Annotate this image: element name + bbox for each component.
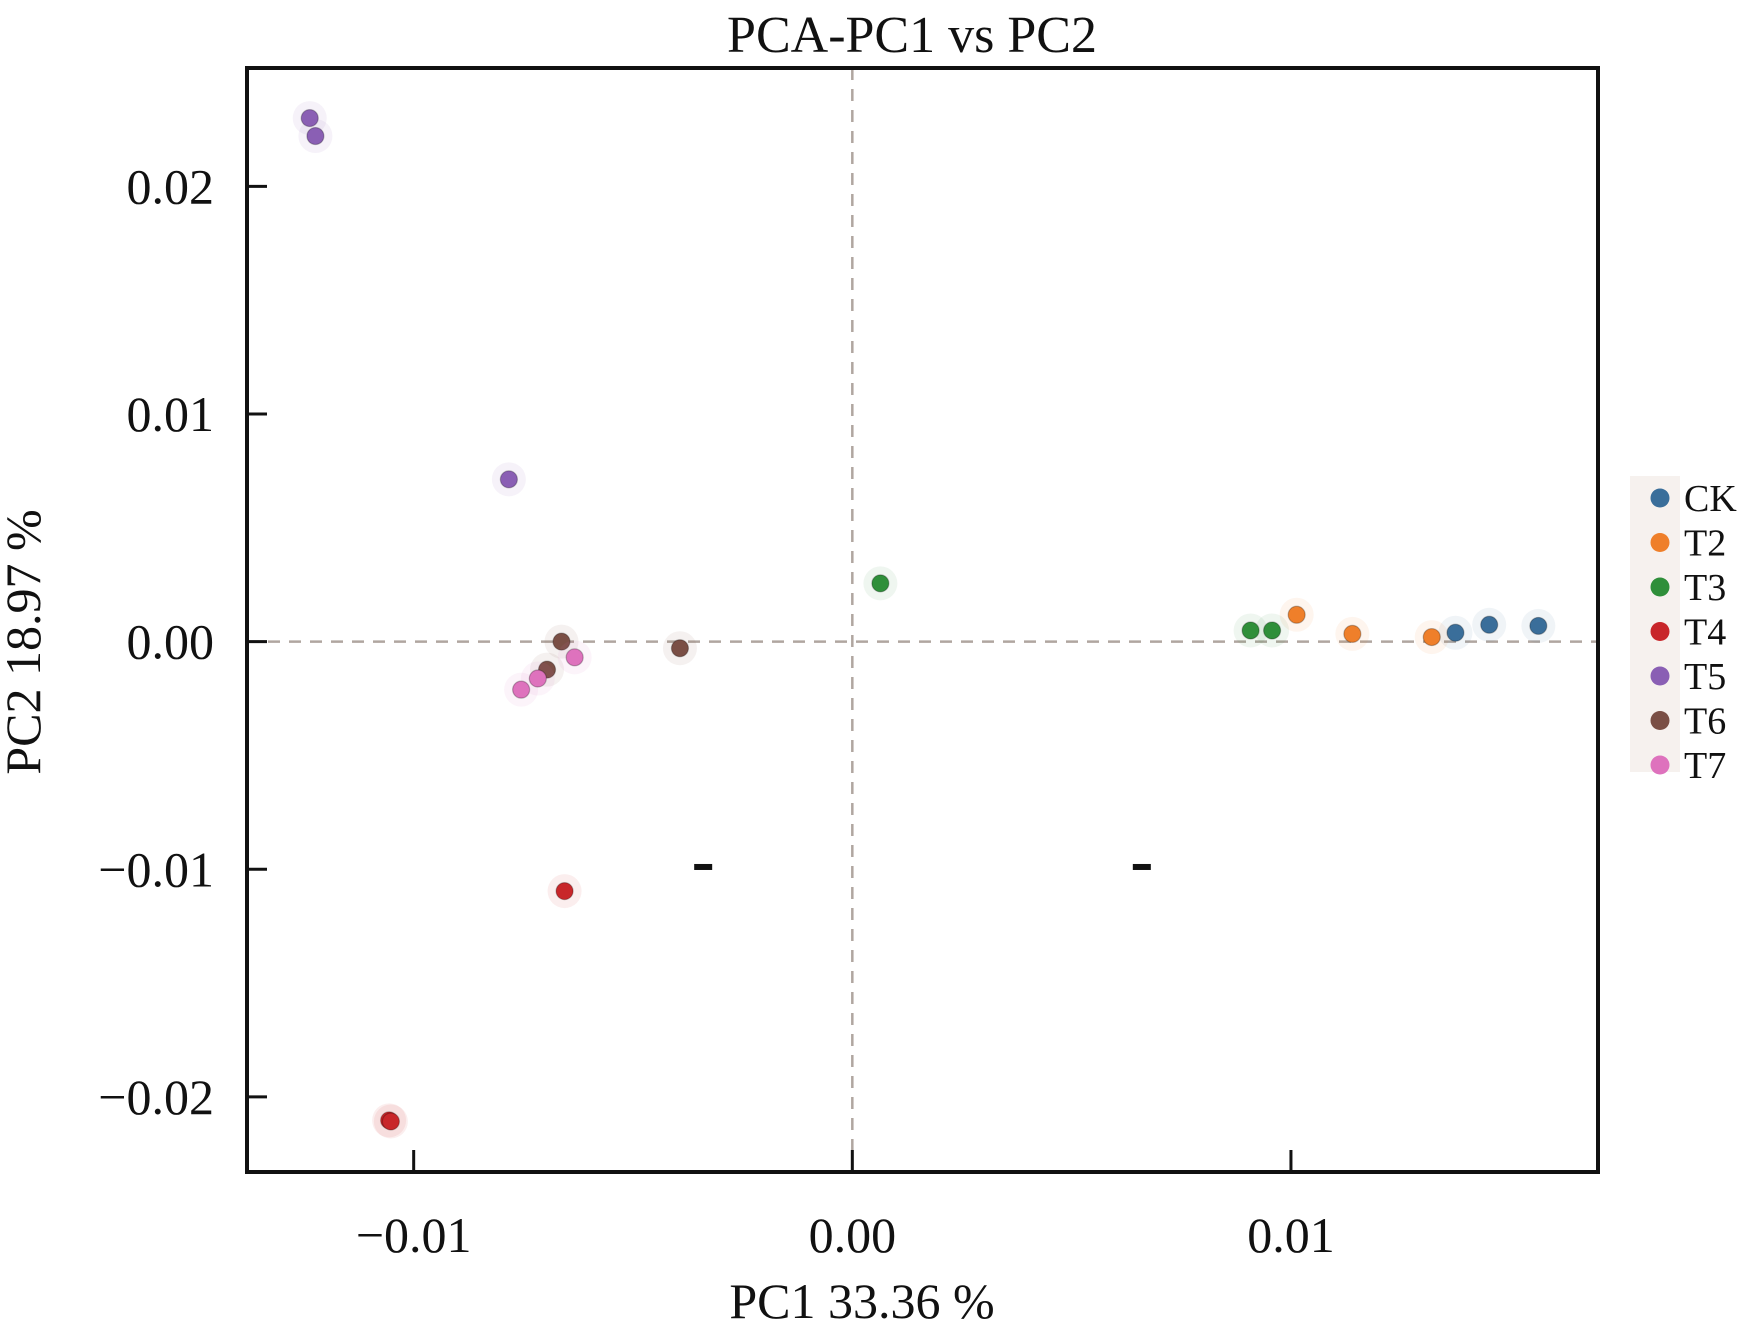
y-tick-label: 0.00 <box>127 614 215 670</box>
data-point-t7-1 <box>528 669 547 688</box>
data-point-t3-0 <box>871 574 890 593</box>
data-point-t7-0 <box>512 680 531 699</box>
y-tick-label: −0.01 <box>98 841 214 897</box>
data-point-t5-0 <box>300 108 319 128</box>
stray-mark-1 <box>1132 863 1151 870</box>
x-tick-label: 0.00 <box>809 1207 897 1263</box>
series-t2 <box>1279 597 1449 655</box>
y-axis-ticks: 0.02 0.01 0.00 −0.01 −0.02 <box>98 158 267 1125</box>
legend-label-t7: T7 <box>1684 745 1726 787</box>
data-point-t6-0 <box>552 632 571 651</box>
series-t7 <box>504 640 592 707</box>
data-point-t4-2 <box>381 1112 400 1131</box>
series-t6 <box>530 624 697 687</box>
y-tick-label: 0.01 <box>127 386 215 442</box>
legend-marker-t7 <box>1650 755 1670 775</box>
y-tick-label: −0.02 <box>98 1069 214 1125</box>
x-tick-label: −0.01 <box>356 1207 472 1263</box>
legend-label-t5: T5 <box>1684 656 1726 698</box>
data-point-t3-1 <box>1241 621 1260 640</box>
legend-marker-t4 <box>1650 622 1670 641</box>
series-t4 <box>372 874 582 1139</box>
series-ck <box>1438 607 1556 650</box>
legend-label-t6: T6 <box>1684 701 1726 743</box>
y-tick-label: 0.02 <box>127 158 215 214</box>
legend-marker-t5 <box>1650 666 1670 686</box>
data-point-ck-2 <box>1529 616 1548 636</box>
legend-label-t2: T2 <box>1684 523 1726 565</box>
data-point-t2-0 <box>1287 605 1306 624</box>
data-points <box>292 101 1556 1139</box>
legend-marker-t6 <box>1650 711 1670 730</box>
stray-mark-0 <box>694 863 713 870</box>
legend-label-ck: CK <box>1684 478 1737 520</box>
reference-lines <box>247 68 1598 1172</box>
data-point-t2-1 <box>1343 624 1362 643</box>
series-t5 <box>292 101 526 497</box>
data-point-t6-2 <box>670 639 690 658</box>
legend-marker-ck <box>1650 488 1670 508</box>
legend-label-t3: T3 <box>1684 567 1726 609</box>
y-axis-label: PC2 18.97 % <box>0 509 51 774</box>
data-point-ck-1 <box>1480 615 1499 634</box>
plot-frame <box>245 66 1600 1174</box>
x-axis-label: PC1 33.36 % <box>729 1273 994 1327</box>
data-point-t5-2 <box>499 470 518 489</box>
x-axis-ticks: −0.01 0.00 0.01 <box>356 1150 1335 1263</box>
data-point-ck-0 <box>1446 623 1465 642</box>
legend-label-t4: T4 <box>1684 612 1726 654</box>
data-point-t4-0 <box>555 882 574 901</box>
x-tick-label: 0.01 <box>1247 1207 1335 1263</box>
data-point-t7-2 <box>565 648 584 667</box>
stray-marks <box>694 863 1151 870</box>
legend-marker-t2 <box>1650 533 1670 552</box>
data-point-t5-1 <box>306 126 325 146</box>
chart-title: PCA-PC1 vs PC2 <box>727 7 1097 64</box>
series-t3 <box>863 566 1290 648</box>
data-point-t2-2 <box>1422 627 1441 647</box>
legend-marker-t3 <box>1650 577 1670 597</box>
data-point-t3-2 <box>1262 621 1282 640</box>
